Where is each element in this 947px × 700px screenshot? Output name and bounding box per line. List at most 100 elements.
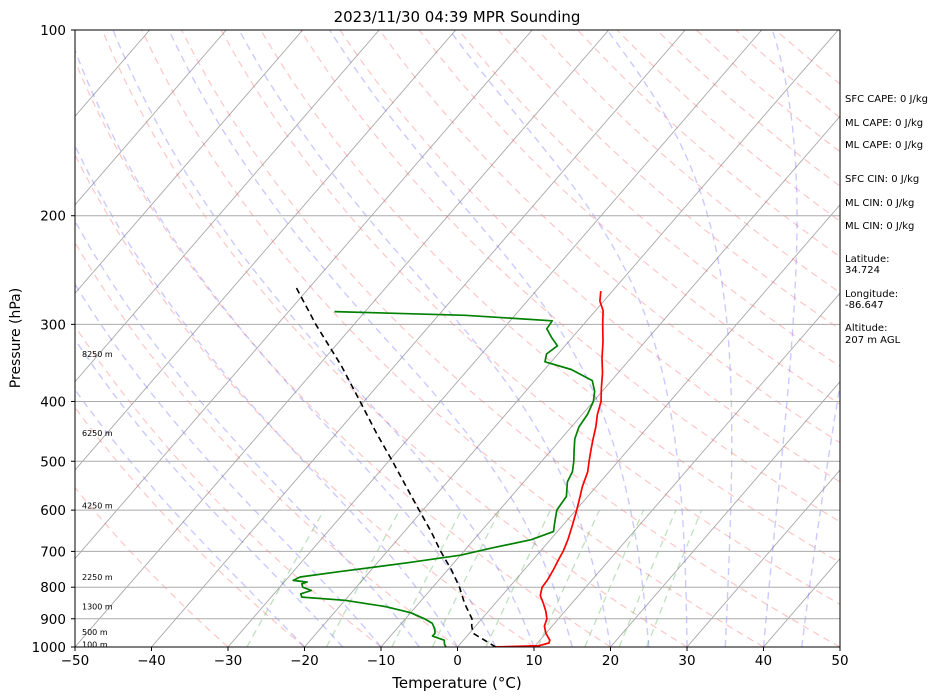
annotation-sfc-cape: SFC CAPE: 0 J/kg [845,94,928,105]
dry-adiabat [75,153,535,647]
isotherm [227,30,763,647]
dry-adiabat [180,30,840,647]
x-tick-label: 30 [678,653,695,669]
moist-adiabat [75,388,305,647]
x-tick-label: 40 [755,653,772,669]
moist-adiabat [606,30,733,647]
moist-adiabat [75,144,459,647]
height-labels: 8250 m 6250 m 4250 m 2250 m 1300 m 500 m 100 m [82,350,113,649]
x-tick-label: −10 [367,653,396,669]
y-ticks: 100 200 300 400 500 600 700 800 900 1000 [32,23,75,656]
isotherm [75,30,380,383]
plot-frame [74,29,841,648]
y-tick-label: 100 [40,23,66,39]
dry-adiabat [497,30,840,330]
dry-adiabat [220,30,840,606]
dry-adiabat [75,59,611,647]
dry-adiabat [75,406,305,647]
isotherm [304,30,839,647]
isotherm [75,30,533,560]
profile-lines [292,285,604,647]
annotation-ml-cin: ML CIN: 0 J/kg [845,198,914,209]
x-tick-label: 50 [831,653,848,669]
isotherm [75,30,457,471]
mixing-ratio-line [485,509,551,647]
isotherm [457,204,840,647]
height-label: 100 m [82,640,108,649]
x-tick-label: −30 [214,653,243,669]
y-tick-label: 1000 [32,640,66,656]
moist-adiabat [448,30,688,647]
moist-adiabat [329,30,650,647]
mixing-ratio-line [431,509,501,647]
x-ticks: −50 −40 −30 −20 −10 0 10 20 30 40 50 [61,647,849,669]
moist-adiabat [75,338,344,647]
temperature-line [492,291,604,647]
isotherm [686,469,840,647]
height-label: 2250 m [82,573,113,582]
y-tick-label: 200 [40,209,66,225]
isotherm [151,30,686,647]
annotation-ml-cape-2: ML CAPE: 0 J/kg [845,140,923,151]
moist-adiabat [801,380,840,647]
annotation-sfc-cin: SFC CIN: 0 J/kg [845,174,919,185]
isotherm [610,380,840,647]
dry-adiabat [260,30,840,564]
x-tick-label: 0 [453,653,462,669]
dry-adiabat [75,486,229,647]
dry-adiabat [299,30,840,523]
y-tick-label: 900 [40,612,66,628]
height-label: 8250 m [82,350,113,359]
annotation-latitude-label: Latitude: [845,254,890,265]
height-label: 6250 m [82,429,113,438]
annotation-latitude-value: 34.724 [845,265,880,276]
moist-adiabat [112,30,535,647]
moist-adiabat [762,30,798,647]
y-tick-label: 300 [40,317,66,333]
height-label: 4250 m [82,502,113,511]
dewpoint-line [292,310,596,647]
isotherm [75,30,610,647]
x-tick-label: 10 [525,653,542,669]
x-tick-label: −50 [61,653,90,669]
annotation-altitude-value: 207 m AGL [845,335,901,346]
x-axis-label: Temperature (°C) [391,674,521,692]
annotation-ml-cin-2: ML CIN: 0 J/kg [845,221,914,232]
dry-adiabat [75,241,458,647]
x-tick-label: 20 [602,653,619,669]
moist-adiabat [75,48,497,647]
isotherm [380,115,840,647]
moist-adiabat [168,30,573,647]
y-tick-label: 600 [40,503,66,519]
dry-adiabat [339,30,840,483]
height-label: 1300 m [82,603,113,612]
mixing-ratio-line [391,509,463,647]
dry-adiabat [458,30,840,368]
stats-annotations: SFC CAPE: 0 J/kg ML CAPE: 0 J/kg ML CAPE… [845,94,928,346]
y-axis-label: Pressure (hPa) [8,288,24,388]
moist-adiabat [75,219,420,647]
y-tick-label: 700 [40,544,66,560]
x-tick-label: −20 [290,653,319,669]
annotation-longitude-value: -86.647 [845,300,884,311]
isotherm [75,30,227,206]
chart-title: 2023/11/30 04:39 MPR Sounding [334,8,581,26]
dry-adiabat [101,30,688,647]
annotation-longitude-label: Longitude: [845,289,898,300]
isotherm [533,292,840,647]
isotherm [75,30,304,294]
y-tick-label: 800 [40,580,66,596]
dry-adiabat [537,30,840,294]
y-tick-label: 400 [40,394,66,410]
annotation-altitude-label: Altitude: [845,323,887,334]
grid-lines [75,215,840,620]
height-label: 500 m [82,628,108,637]
moist-adiabat [238,30,612,647]
annotation-ml-cape: ML CAPE: 0 J/kg [845,118,923,129]
x-tick-label: −40 [137,653,166,669]
background-lines [75,30,840,647]
mixing-ratio-line [537,509,600,647]
moist-adiabat [75,282,382,647]
mixing-ratio-line [246,509,325,647]
